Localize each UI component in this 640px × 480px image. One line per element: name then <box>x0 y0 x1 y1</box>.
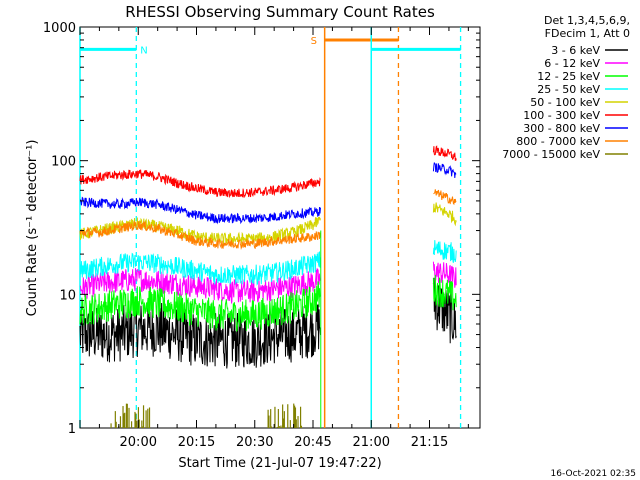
timestamp: 16-Oct-2021 02:35 <box>551 469 636 479</box>
x-axis-label: Start Time (21-Jul-07 19:47:22) <box>178 456 381 471</box>
legend-label: 7000 - 15000 keV <box>502 148 600 161</box>
series-line <box>433 189 457 206</box>
series-line <box>79 221 321 250</box>
legend-label: 3 - 6 keV <box>551 44 600 57</box>
y-axis-label: Count Rate (s⁻¹ detector⁻¹) <box>25 140 40 317</box>
axes: 1 10 100 1000 20:00 20:15 20:30 20:45 21:00 21:15 <box>43 21 480 450</box>
series-8 <box>110 403 303 428</box>
series-6 <box>80 162 457 225</box>
series-5 <box>79 145 457 199</box>
x-tick-label: 21:00 <box>353 435 390 450</box>
series-line <box>79 281 321 333</box>
legend-label: 12 - 25 keV <box>537 70 600 83</box>
legend-header: FDecim 1, Att 0 <box>545 27 630 40</box>
series-line <box>432 277 457 344</box>
series-line <box>432 202 457 227</box>
x-tick-label: 20:15 <box>178 435 215 450</box>
plot-marks: NS <box>79 27 462 428</box>
series-3 <box>79 240 457 286</box>
flag-marker-2 <box>370 27 462 428</box>
legend-label: 300 - 800 keV <box>523 122 600 135</box>
series-line <box>432 240 457 263</box>
chart-title: RHESSI Observing Summary Count Rates <box>125 3 435 21</box>
legend-label: 800 - 7000 keV <box>516 135 600 148</box>
series-line <box>432 145 457 161</box>
legend-label: 50 - 100 keV <box>530 96 600 109</box>
legend: Det 1,3,4,5,6,9,FDecim 1, Att 0 3 - 6 keV… <box>502 14 630 161</box>
y-tick-label: 100 <box>51 155 76 170</box>
x-tick-label: 20:30 <box>236 435 273 450</box>
series-line <box>80 196 321 225</box>
legend-label: 6 - 12 keV <box>544 57 600 70</box>
flag-label: S <box>311 36 317 47</box>
x-tick-label: 20:00 <box>120 435 157 450</box>
y-tick-label: 10 <box>59 288 76 303</box>
series-line <box>432 162 457 179</box>
series-line <box>79 300 321 369</box>
flag-label: N <box>140 45 147 56</box>
series-7 <box>79 189 457 250</box>
legend-label: 100 - 300 keV <box>523 109 600 122</box>
x-tick-label: 20:45 <box>294 435 331 450</box>
series-line <box>432 274 457 311</box>
flag-marker-1: S <box>311 27 400 428</box>
legend-label: 25 - 50 keV <box>537 83 600 96</box>
legend-header: Det 1,3,4,5,6,9, <box>544 14 630 27</box>
series-line <box>79 169 321 199</box>
y-tick-label: 1000 <box>43 21 76 36</box>
x-tick-label: 21:15 <box>411 435 448 450</box>
y-tick-label: 1 <box>68 422 76 437</box>
series-0 <box>79 277 457 369</box>
series-line <box>432 261 457 288</box>
series-line <box>79 251 321 286</box>
series-2 <box>79 274 457 333</box>
